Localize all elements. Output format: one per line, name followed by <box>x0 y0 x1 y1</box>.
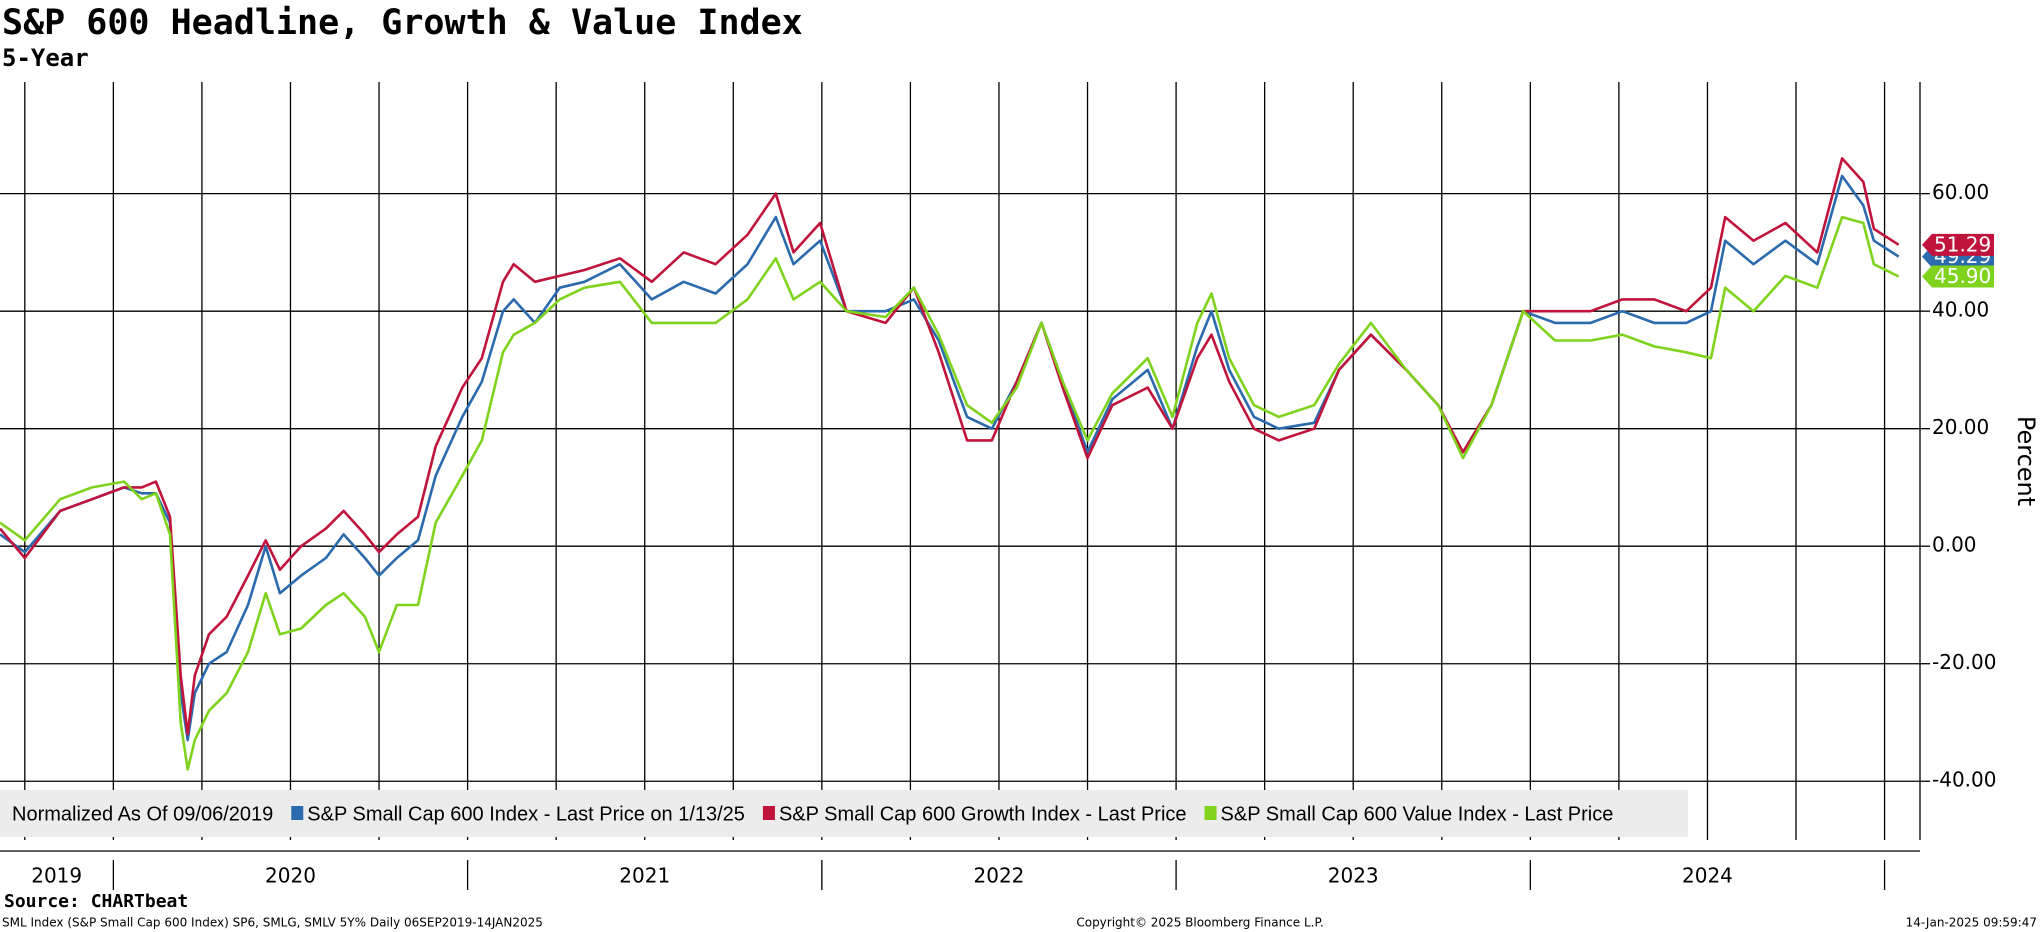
footer-center: Copyright© 2025 Bloomberg Finance L.P. <box>1076 916 1323 930</box>
axes: -40.00-20.000.0020.0040.0060.0049.2951.2… <box>0 82 1996 890</box>
x-tick-label: 2022 <box>974 864 1025 888</box>
y-axis-label: Percent <box>2012 416 2040 506</box>
x-tick-label: 2024 <box>1682 864 1733 888</box>
legend: Normalized As Of 09/06/2019 S&P Small Cap… <box>0 790 1688 837</box>
y-tick-label: -40.00 <box>1932 768 1996 792</box>
last-value-tag <box>1922 233 1994 256</box>
legend-swatch <box>1204 806 1217 820</box>
x-tick-label: 2019 <box>31 864 82 888</box>
legend-label: S&P Small Cap 600 Growth Index - Last Pr… <box>779 803 1187 825</box>
last-value-label: 45.90 <box>1934 264 1991 288</box>
y-tick-label: 40.00 <box>1932 298 1989 322</box>
y-tick-label: 20.00 <box>1932 415 1989 439</box>
last-value-tag <box>1922 265 1994 288</box>
last-value-label: 51.29 <box>1934 232 1991 256</box>
chart-subtitle: 5-Year <box>2 44 89 72</box>
legend-swatch <box>762 806 775 820</box>
y-tick-label: 0.00 <box>1932 533 1977 557</box>
x-tick-label: 2020 <box>265 864 316 888</box>
legend-swatch <box>291 806 304 820</box>
legend-label: S&P Small Cap 600 Index - Last Price on … <box>307 803 745 825</box>
series-line <box>0 215 1900 771</box>
x-tick-label: 2023 <box>1328 864 1379 888</box>
grid <box>0 82 1920 840</box>
footer-left: SML Index (S&P Small Cap 600 Index) SP6,… <box>2 916 543 930</box>
legend-background <box>0 790 1688 837</box>
y-tick-label: 60.00 <box>1932 180 1989 204</box>
y-tick-label: -20.00 <box>1932 650 1996 674</box>
lines <box>0 157 1900 771</box>
legend-label: S&P Small Cap 600 Value Index - Last Pri… <box>1221 803 1614 825</box>
x-tick-label: 2021 <box>619 864 670 888</box>
chart-title: S&P 600 Headline, Growth & Value Index <box>2 3 803 43</box>
legend-note: Normalized As Of 09/06/2019 <box>12 803 273 825</box>
source: Source: CHARTbeat <box>4 891 188 912</box>
footer-right: 14-Jan-2025 09:59:47 <box>1906 916 2037 930</box>
